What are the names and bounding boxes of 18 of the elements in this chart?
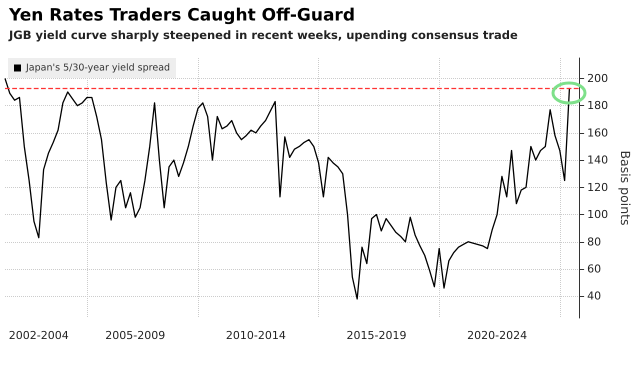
y-tick-label: 180 <box>587 99 608 112</box>
y-tick-label: 160 <box>587 126 608 140</box>
x-tick-label: 2005-2009 <box>105 329 166 342</box>
y-tick-label: 120 <box>587 180 608 194</box>
legend-label: Japan's 5/30-year yield spread <box>25 62 170 74</box>
y-axis-title: Basis points <box>618 150 633 226</box>
y-tick-label: 60 <box>587 262 602 276</box>
y-tick-label: 80 <box>587 235 602 248</box>
x-tick-label: 2002-2004 <box>8 329 69 342</box>
y-tick-label: 140 <box>587 154 608 167</box>
chart-subtitle: JGB yield curve sharply steepened in recent weeks, upending consensus trade <box>8 28 518 42</box>
x-tick-label: 2010-2014 <box>226 329 286 342</box>
x-tick-label: 2015-2019 <box>346 329 406 342</box>
chart-title: Yen Rates Traders Caught Off-Guard <box>8 6 355 26</box>
y-tick-label: 40 <box>587 290 602 303</box>
x-tick-label: 2020-2024 <box>467 329 528 342</box>
y-tick-label: 100 <box>587 208 608 222</box>
y-tick-label: 200 <box>587 72 608 85</box>
